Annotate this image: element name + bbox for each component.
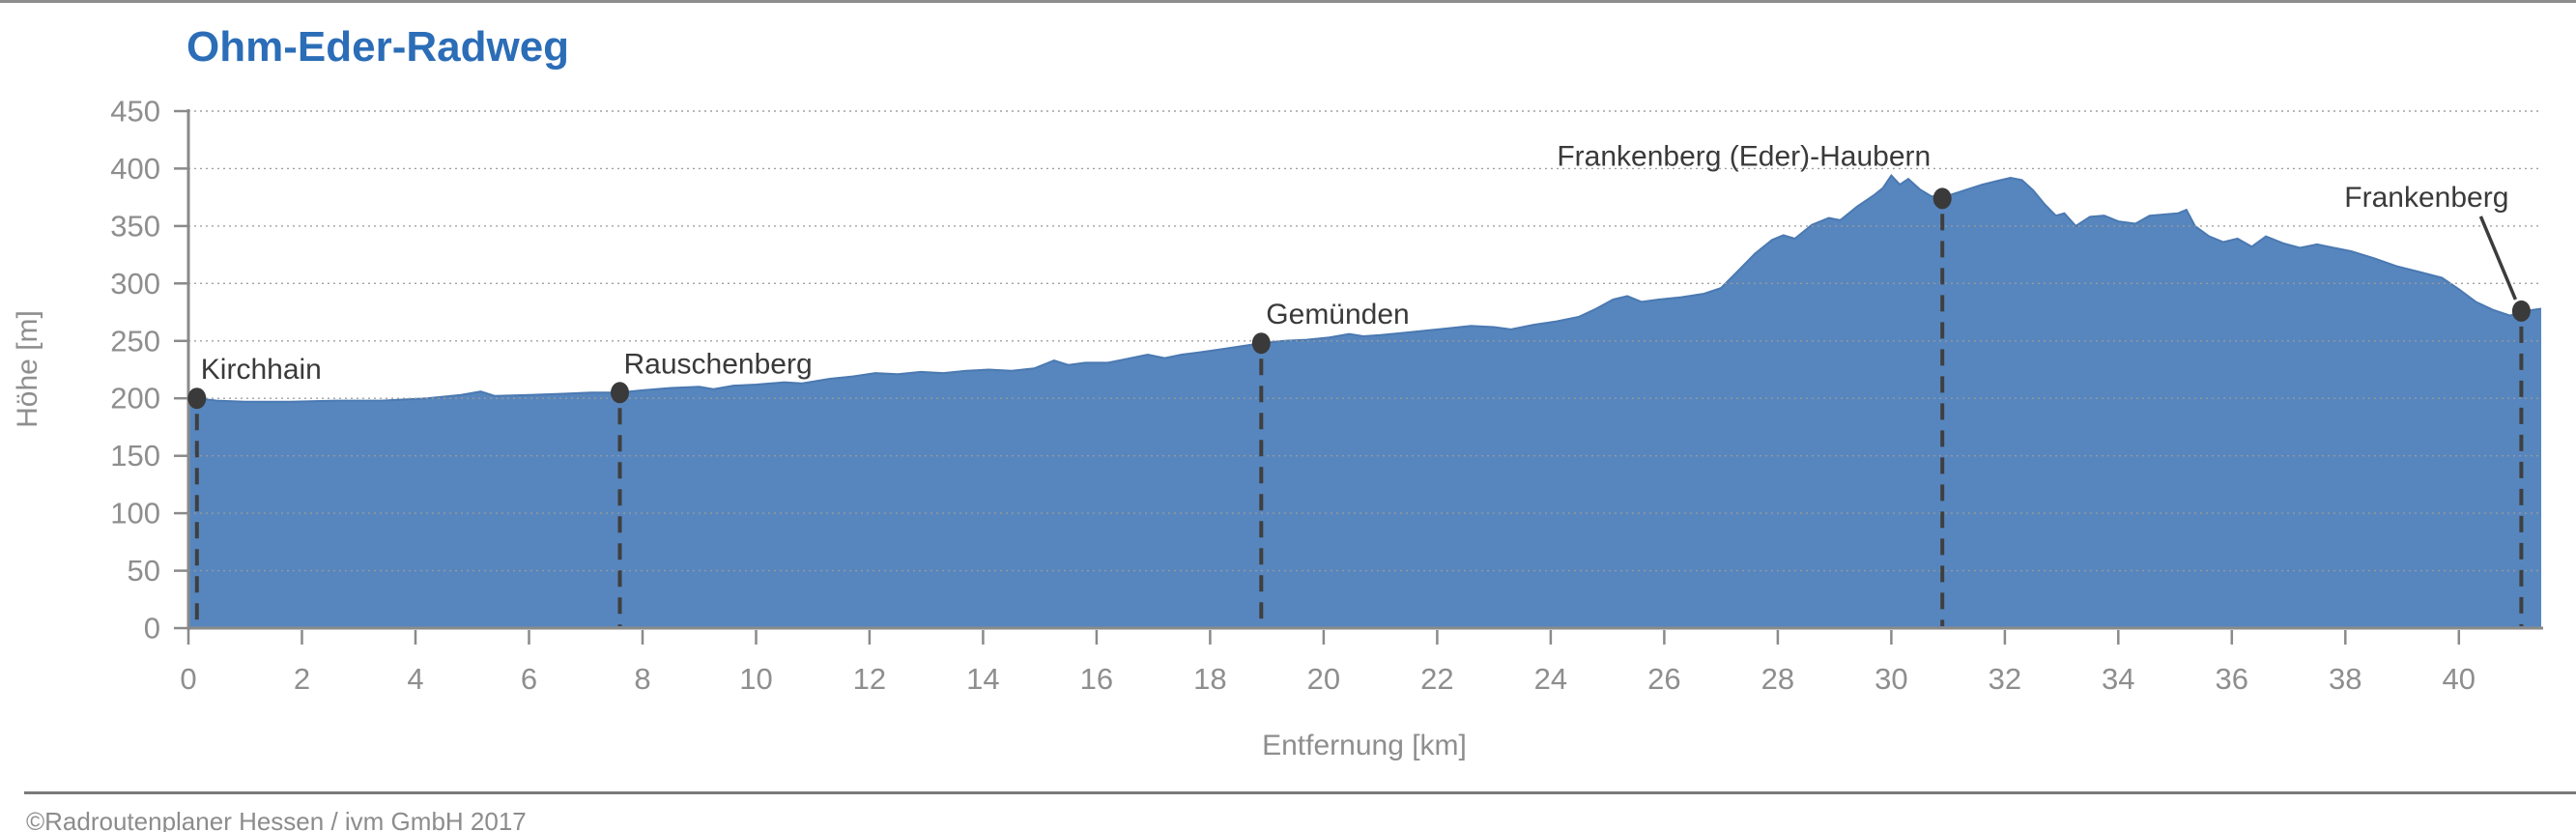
x-tick-label-10: 10 [739,662,772,696]
waypoint-kirchhain: Kirchhain [187,354,322,626]
x-tick-label-32: 32 [1989,662,2021,696]
top-border-line [0,0,2576,3]
x-axis-title: Entfernung [km] [1262,730,1467,761]
y-axis-title: Höhe [m] [12,310,43,428]
y-tick-label-400: 400 [110,152,160,186]
waypoint-dot [1251,332,1271,355]
x-tick-label-30: 30 [1875,662,1907,696]
y-tick-label-450: 450 [110,95,160,129]
waypoint-label: Kirchhain [201,354,322,386]
elevation-curve [187,173,2542,403]
x-tick-label-26: 26 [1647,662,1680,696]
y-tick-label-250: 250 [110,324,160,358]
x-tick-label-36: 36 [2216,662,2248,696]
x-tick-label-28: 28 [1761,662,1794,696]
waypoint-dot [2511,300,2531,322]
waypoint-label: Frankenberg (Eder)-Haubern [1557,140,1931,172]
x-tick-label-0: 0 [180,662,196,696]
waypoint-frankenberg-eder-haubern: Frankenberg (Eder)-Haubern [1557,140,1952,626]
x-tick-label-14: 14 [966,662,999,696]
chart-title: Ohm-Eder-Radweg [186,23,570,71]
y-tick-label-50: 50 [128,554,160,588]
y-tick-label-0: 0 [144,612,160,646]
waypoint-layer: Kirchhain Rauschenberg Gemünden Frankenberg… [187,140,2531,626]
x-tick-label-12: 12 [853,662,886,696]
x-tick-label-2: 2 [294,662,310,696]
x-tick-label-24: 24 [1534,662,1567,696]
waypoint-label: Gemünden [1266,299,1409,330]
y-tick-label-150: 150 [110,439,160,473]
gridline-layer [188,110,2541,572]
waypoint-label: Frankenberg [2344,182,2508,214]
elevation-area-layer [187,173,2542,628]
y-tick-label-350: 350 [110,209,160,243]
x-tick-label-38: 38 [2329,662,2361,696]
tick-label-layer: 0 2 4 6 8 10 12 14 16 18 20 22 24 26 28 30 32 34 36 38 40050… [110,95,2476,697]
waypoint-leader-line [2478,215,2518,301]
axes-layer [174,109,2543,645]
waypoint-frankenberg: Frankenberg [2344,182,2531,626]
waypoint-gem-nden: Gemünden [1251,299,1410,626]
y-tick-label-300: 300 [110,267,160,301]
footer-separator-line [24,791,2576,794]
elevation-area [188,175,2541,628]
waypoint-rauschenberg: Rauschenberg [611,348,813,626]
x-tick-label-18: 18 [1193,662,1226,696]
x-tick-label-20: 20 [1307,662,1340,696]
elevation-chart: 0 2 4 6 8 10 12 14 16 18 20 22 24 26 28 30 32 34 36 38 40050… [12,95,2543,761]
x-tick-label-8: 8 [634,662,650,696]
waypoint-label: Rauschenberg [624,348,813,380]
x-tick-label-34: 34 [2102,662,2134,696]
copyright-text: ©Radroutenplaner Hessen / ivm GmbH 2017 [26,807,527,832]
x-tick-label-40: 40 [2443,662,2476,696]
y-tick-label-200: 200 [110,382,160,416]
x-tick-label-22: 22 [1420,662,1453,696]
waypoint-dot [611,382,629,404]
y-tick-label-100: 100 [110,497,160,531]
x-tick-label-4: 4 [407,662,423,696]
waypoint-dot [187,387,207,410]
x-tick-label-6: 6 [521,662,537,696]
x-tick-label-16: 16 [1080,662,1113,696]
waypoint-dot [1932,187,1952,210]
